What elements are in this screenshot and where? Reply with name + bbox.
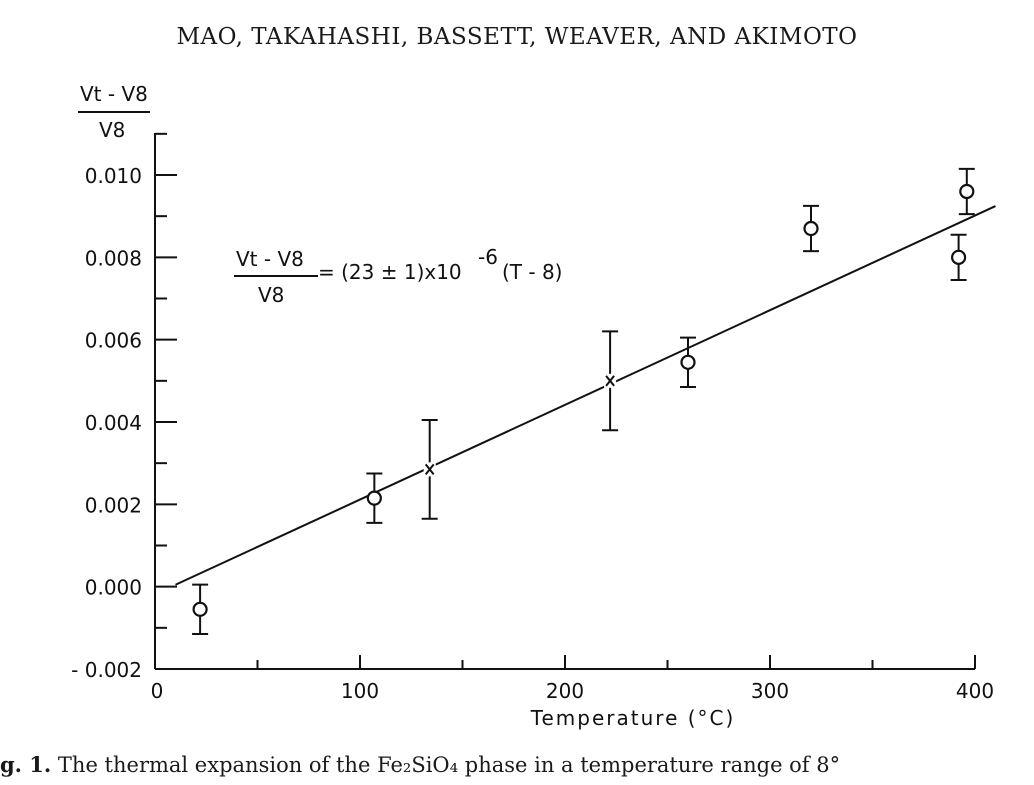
y-tick-label: 0.010 bbox=[85, 164, 142, 188]
data-points bbox=[192, 167, 975, 636]
x-ticks: 0 100 200 300 400 bbox=[151, 655, 994, 703]
x-tick-label: 100 bbox=[341, 679, 379, 703]
equation-rhs: = (23 ± 1)x10 bbox=[318, 260, 462, 284]
x-marker-stroke bbox=[424, 463, 435, 475]
circle-marker bbox=[950, 249, 967, 265]
fit-line bbox=[175, 205, 996, 586]
x-tick-label: 300 bbox=[751, 679, 789, 703]
circle-marker bbox=[680, 354, 696, 370]
y-tick-label: 0.000 bbox=[85, 576, 142, 600]
y-tick-label: 0.006 bbox=[85, 329, 142, 353]
data-point bbox=[950, 233, 967, 281]
data-point bbox=[421, 418, 438, 520]
figure-caption: g. 1. The thermal expansion of the Fe₂Si… bbox=[0, 752, 1034, 777]
data-point bbox=[366, 472, 383, 524]
data-point bbox=[680, 336, 696, 389]
data-point bbox=[803, 204, 819, 253]
x-marker-stroke bbox=[605, 375, 615, 387]
data-point bbox=[602, 330, 619, 432]
circle-marker bbox=[192, 601, 208, 617]
equation-lhs-numerator: Vt - V8 bbox=[236, 247, 304, 271]
axes bbox=[154, 133, 975, 670]
x-tick-label: 0 bbox=[151, 679, 164, 703]
y-tick-label: 0.008 bbox=[85, 246, 142, 270]
data-point bbox=[958, 167, 975, 216]
y-axis-label-denominator: V8 bbox=[99, 118, 125, 142]
data-point bbox=[192, 583, 209, 636]
circle-marker bbox=[959, 183, 975, 200]
y-ticks: 0.010 0.008 0.006 0.004 0.002 0.000 - 0.002 bbox=[71, 132, 177, 682]
fit-line-group bbox=[175, 205, 996, 586]
page-header: MAO, TAKAHASHI, BASSETT, WEAVER, AND AKI… bbox=[176, 24, 858, 50]
equation-rhs-tail: (T - 8) bbox=[502, 260, 562, 284]
x-tick-label: 400 bbox=[956, 679, 994, 703]
equation-exponent: -6 bbox=[478, 245, 498, 269]
circle-marker bbox=[366, 490, 382, 506]
y-tick-label: 0.002 bbox=[85, 493, 142, 517]
circle-marker bbox=[803, 220, 819, 237]
caption-text: The thermal expansion of the Fe₂SiO₄ pha… bbox=[57, 753, 841, 777]
equation-lhs-denominator: V8 bbox=[258, 283, 284, 307]
thermal-expansion-chart: 0.010 0.008 0.006 0.004 0.002 0.000 - 0.002 0 1… bbox=[71, 82, 996, 730]
caption-label: g. 1. bbox=[0, 752, 52, 777]
x-axis-title: Temperature (°C) bbox=[530, 706, 736, 730]
y-axis-label-numerator: Vt - V8 bbox=[80, 82, 148, 106]
x-tick-label: 200 bbox=[546, 679, 584, 703]
y-tick-label: 0.004 bbox=[85, 411, 142, 435]
y-tick-label: - 0.002 bbox=[71, 658, 142, 682]
